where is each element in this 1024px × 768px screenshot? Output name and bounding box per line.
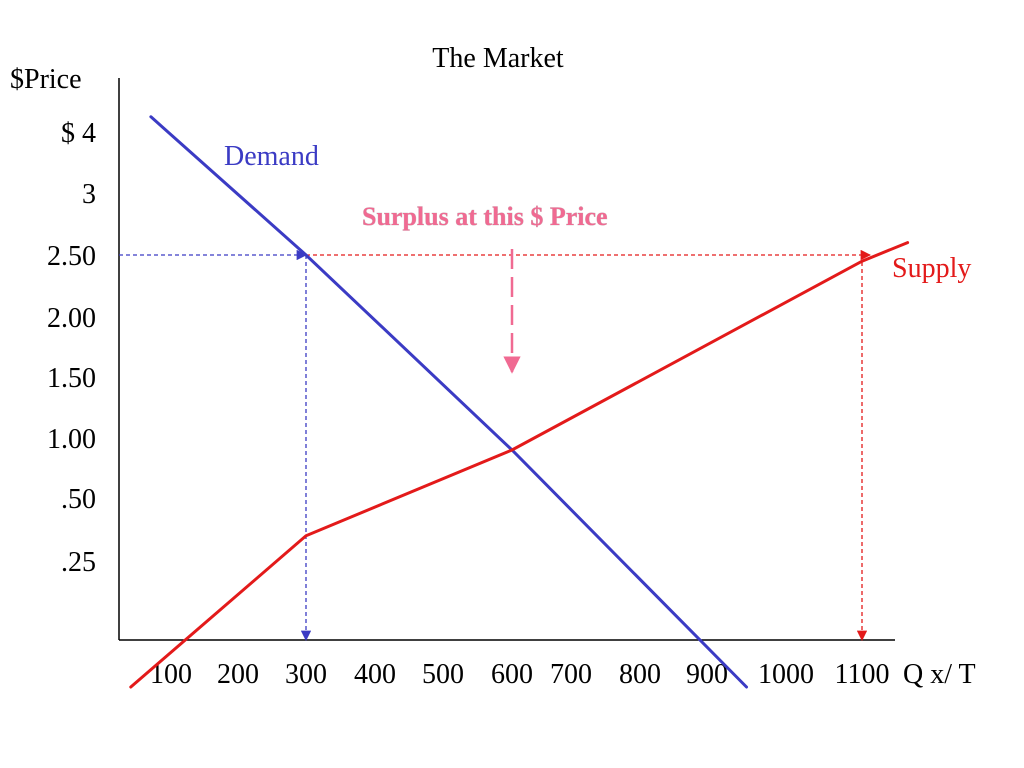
x-tick-label: 800 (619, 659, 661, 690)
x-tick-label: 300 (285, 659, 327, 690)
chart-title: The Market (432, 43, 564, 74)
x-tick-label: 900 (686, 659, 728, 690)
x-tick-label: 1100 (835, 659, 890, 690)
y-tick-label: 3 (82, 179, 96, 210)
x-tick-label: 400 (354, 659, 396, 690)
x-tick-label: 200 (217, 659, 259, 690)
y-tick-label: 2.50 (47, 241, 96, 272)
y-tick-label: 1.00 (47, 424, 96, 455)
y-tick-label: 2.00 (47, 303, 96, 334)
series-group (129, 115, 910, 689)
surplus-annotation: Surplus at this $ Price (362, 202, 608, 231)
y-tick-label: .50 (61, 484, 96, 515)
y-tick-labels: $ 4 3 2.50 2.00 1.50 1.00 .50 .25 (47, 118, 96, 578)
y-axis-label: $Price (10, 64, 82, 95)
y-tick-label: .25 (61, 547, 96, 578)
x-tick-label: 700 (550, 659, 592, 690)
x-tick-labels: Q x/ T 100 200 300 400 500 600 700 800 900 1000 11… (150, 659, 976, 690)
x-tick-label: 500 (422, 659, 464, 690)
supply-line (129, 241, 910, 689)
demand-line (149, 115, 748, 689)
x-tick-label: 600 (491, 659, 533, 690)
guide-lines (119, 249, 872, 642)
y-tick-label: 1.50 (47, 363, 96, 394)
demand-label: Demand (224, 141, 319, 172)
x-tick-label: 1000 (758, 659, 814, 690)
supply-label: Supply (892, 253, 971, 284)
y-tick-label: $ 4 (61, 118, 96, 149)
x-axis-label: Q x/ T (903, 659, 976, 690)
